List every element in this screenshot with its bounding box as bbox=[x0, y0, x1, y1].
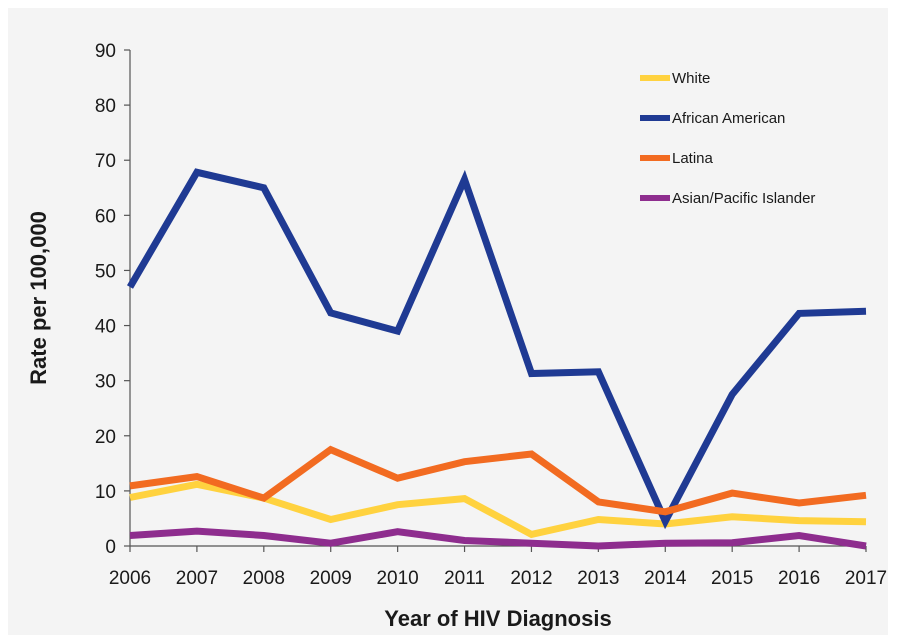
y-tick-label: 60 bbox=[95, 206, 116, 227]
y-tick-label: 30 bbox=[95, 372, 116, 393]
y-tick-label: 70 bbox=[95, 151, 116, 172]
x-tick-label: 2010 bbox=[376, 568, 418, 589]
y-tick-label: 90 bbox=[95, 41, 116, 62]
x-tick-label: 2008 bbox=[243, 568, 285, 589]
x-axis: 2006 2007 2008 2009 2010 2011 2012 2013 2014 2015… bbox=[109, 545, 887, 589]
x-tick-label: 2017 bbox=[845, 568, 887, 589]
series-line-latina bbox=[129, 445, 867, 516]
y-tick-label: 80 bbox=[95, 96, 116, 117]
series-line-african-american bbox=[126, 168, 867, 530]
legend-swatch bbox=[640, 75, 670, 81]
x-tick-label: 2007 bbox=[176, 568, 218, 589]
y-tick-label: 50 bbox=[95, 261, 116, 282]
legend-swatch bbox=[640, 115, 670, 121]
x-tick-label: 2009 bbox=[310, 568, 352, 589]
x-tick-label: 2014 bbox=[644, 568, 687, 589]
x-tick-label: 2011 bbox=[444, 568, 485, 589]
legend-label: White bbox=[672, 70, 710, 87]
series-lines bbox=[126, 168, 867, 550]
y-axis: 0 10 20 30 40 50 60 70 80 90 bbox=[95, 41, 131, 558]
legend-swatch bbox=[640, 155, 670, 161]
legend-label: African American bbox=[672, 110, 785, 127]
legend-label: Asian/Pacific Islander bbox=[672, 190, 815, 207]
y-tick-label: 0 bbox=[105, 537, 116, 558]
x-tick-label: 2016 bbox=[778, 568, 820, 589]
y-tick-label: 10 bbox=[95, 482, 116, 503]
y-axis-title: Rate per 100,000 bbox=[26, 211, 51, 385]
x-tick-label: 2012 bbox=[510, 568, 552, 589]
y-tick-label: 40 bbox=[95, 317, 116, 338]
y-tick-label: 20 bbox=[95, 427, 116, 448]
series-line-asian-pacific-islander bbox=[129, 527, 867, 550]
legend-swatch bbox=[640, 195, 670, 201]
x-axis-title: Year of HIV Diagnosis bbox=[384, 606, 611, 631]
legend: White African American Latina Asian/Pacific… bbox=[640, 70, 815, 207]
x-tick-label: 2013 bbox=[577, 568, 619, 589]
x-tick-label: 2006 bbox=[109, 568, 151, 589]
x-tick-label: 2015 bbox=[711, 568, 753, 589]
legend-label: Latina bbox=[672, 150, 714, 167]
